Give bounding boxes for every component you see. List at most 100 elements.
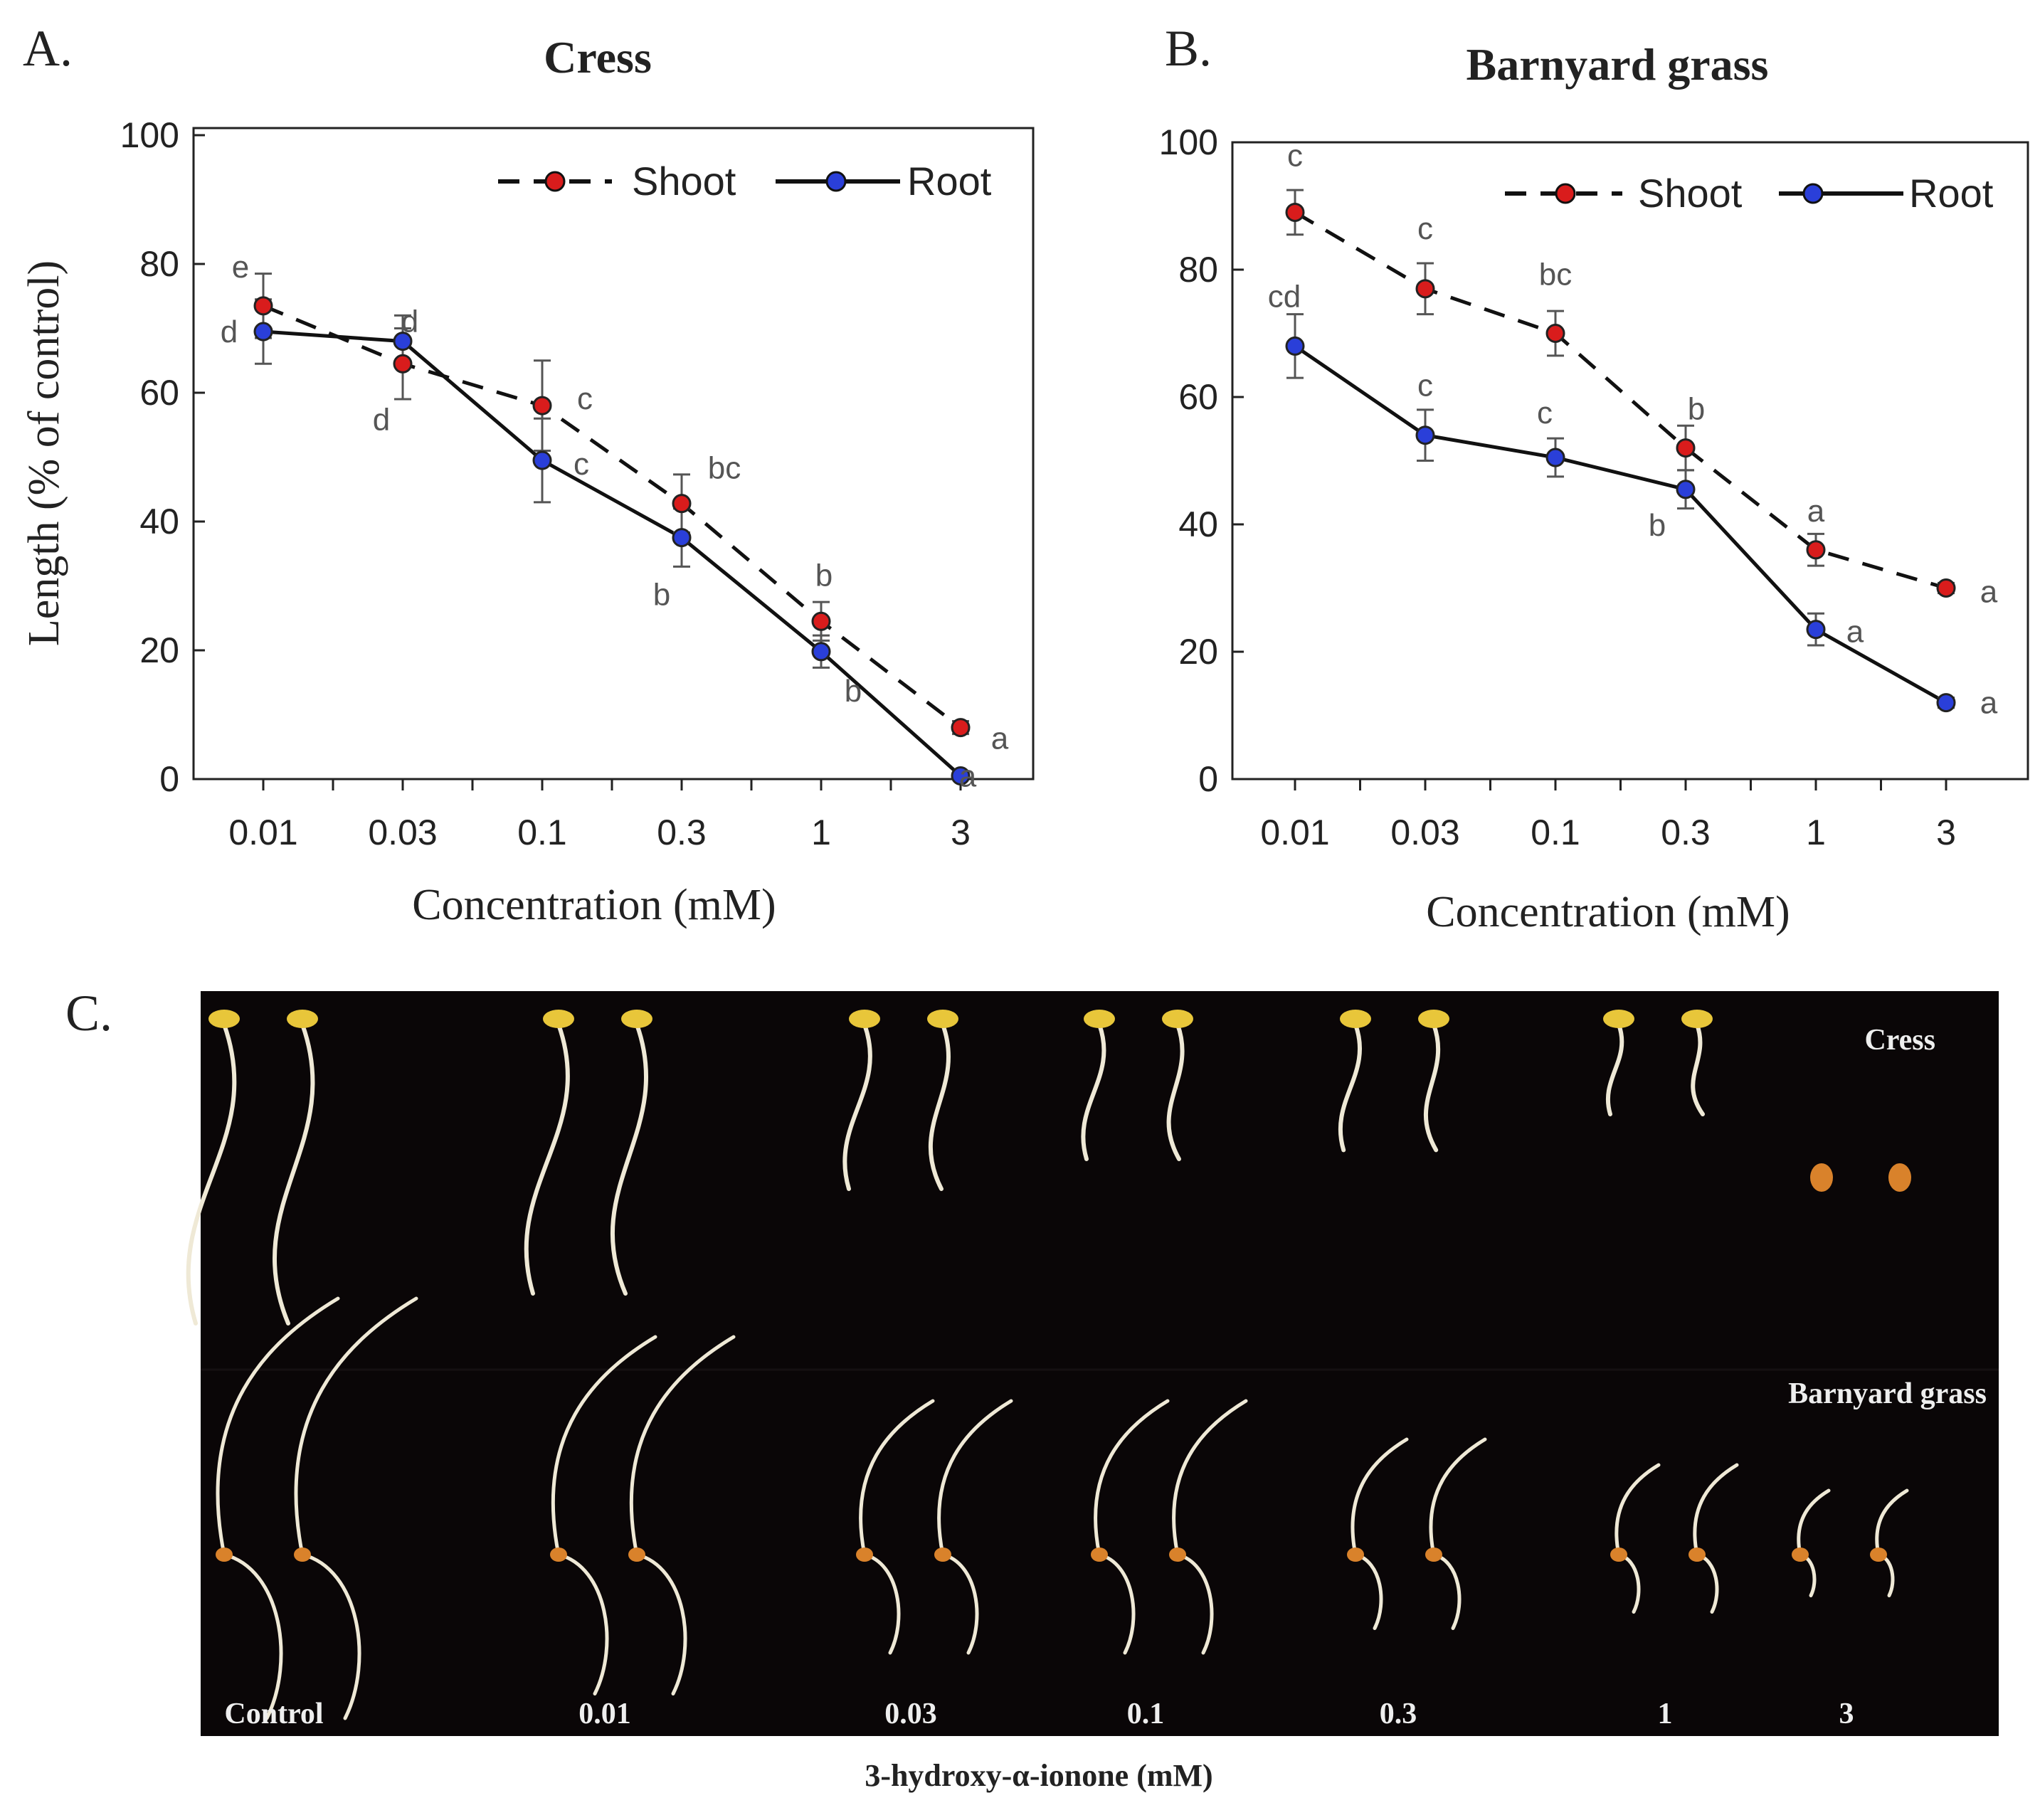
y-tick-label: 20 [139,630,179,670]
cress-cotyledon [621,1010,652,1028]
barnyard-shoot [294,1296,418,1557]
significance-letter: d [401,304,418,339]
legend-shoot-label: Shoot [632,159,736,203]
barnyard-root [1097,1552,1136,1655]
significance-letter: c [1537,396,1553,430]
cress-seedling-stem [928,1022,951,1191]
x-tick-label: 0.01 [1260,813,1329,852]
barnyard-root [556,1552,609,1695]
data-point-root [1676,480,1696,499]
data-point-root [1285,336,1305,356]
data-point-shoot [1936,578,1956,598]
data-point-root [672,528,692,548]
data-point-root [951,766,971,785]
barnyard-root [862,1552,901,1655]
x-axis-label-barnyard: Concentration (mM) [1426,888,1790,936]
series-line-shoot [263,304,962,729]
barnyard-root [1175,1552,1214,1655]
legend-shoot-marker [544,171,566,192]
data-point-root [1545,448,1565,467]
barnyard-seed [1870,1547,1887,1562]
significance-letter: a [1980,686,1998,721]
barnyard-seed [856,1547,873,1562]
significance-letter: c [574,447,589,482]
cress-seedling-stem [611,1022,649,1296]
barnyard-seedlings [216,1296,1909,1720]
x-tick-label: 0.03 [368,813,437,852]
legend-root-label: Root [907,159,992,203]
y-tick-label: 0 [159,759,179,799]
barnyard-root [635,1552,687,1695]
barnyard-shoot [937,1399,1013,1557]
barnyard-root [1353,1552,1383,1630]
cress-seed [1888,1163,1911,1192]
barnyard-seed [1169,1547,1186,1562]
data-point-root [253,322,273,342]
barnyard-shoot [1172,1399,1248,1557]
legend-root-label: Root [1909,171,1994,216]
data-point-shoot [1806,540,1826,560]
cress-seedling-stem [1423,1022,1441,1153]
cress-seedling-stem [1605,1022,1624,1116]
data-point-shoot [672,494,692,514]
legend-root-marker [1802,183,1824,204]
data-point-shoot [811,611,831,631]
barnyard-shoot [859,1399,935,1557]
barnyard-shoot [629,1335,736,1557]
significance-letter: b [1649,508,1666,543]
significance-letter: a [991,721,1009,756]
x-tick-label: 1 [811,813,831,852]
y-axis-label: Length (% of control) [20,260,68,646]
concentration-label: 1 [1658,1698,1673,1730]
barnyard-root [300,1552,361,1720]
significance-letter: d [221,314,238,349]
panel-letter-a: A. [23,20,73,77]
significance-letter: c [1417,211,1433,246]
y-tick-label: 20 [1178,632,1218,672]
y-tick-label: 40 [1178,504,1218,544]
cress-cotyledon [1603,1010,1634,1028]
row-label-barnyard: Barnyard grass [1788,1377,1987,1410]
y-tick-label: 0 [1198,759,1218,799]
y-tick-label: 100 [1159,122,1218,162]
row-label-cress: Cress [1864,1024,1935,1057]
data-point-root [1806,620,1826,640]
significance-letter: e [232,250,249,285]
panel-letter-b: B. [1165,20,1212,77]
data-point-shoot [1285,202,1305,222]
cress-seedling-stem [842,1022,872,1191]
x-tick-label: 1 [1806,813,1826,852]
barnyard-root [222,1552,283,1720]
barnyard-seed [1425,1547,1442,1562]
concentration-label: 0.3 [1380,1698,1417,1730]
significance-letter: c [577,381,593,416]
significance-letter: b [1688,392,1705,427]
y-tick-label: 60 [1178,377,1218,417]
cress-cotyledon [1418,1010,1449,1028]
concentration-label: 3 [1839,1698,1854,1730]
series-line-root [1294,344,1947,704]
barnyard-seed [1610,1547,1627,1562]
cress-cotyledon [849,1010,880,1028]
cress-cotyledon [287,1010,318,1028]
barnyard-seed [934,1547,951,1562]
barnyard-seed [294,1547,311,1562]
significance-letter: b [815,558,833,593]
barnyard-seed [1091,1547,1108,1562]
x-tick-label: 0.1 [517,813,567,852]
x-tick-label: 0.3 [657,813,707,852]
significance-letter: bc [1539,258,1572,292]
plot-frame-barnyard [1231,141,2029,781]
data-point-shoot [532,396,552,416]
significance-letter: d [373,403,390,438]
cress-cotyledon [1084,1010,1115,1028]
cress-cotyledon [1681,1010,1713,1028]
cress-cotyledon [543,1010,574,1028]
barnyard-seed [1688,1547,1706,1562]
legend-root-marker [825,171,847,192]
barnyard-shoot [551,1335,657,1557]
cress-seedling-stem [1338,1022,1362,1153]
significance-letter: a [959,758,977,793]
data-point-shoot [393,354,413,374]
cress-cotyledon [1162,1010,1193,1028]
